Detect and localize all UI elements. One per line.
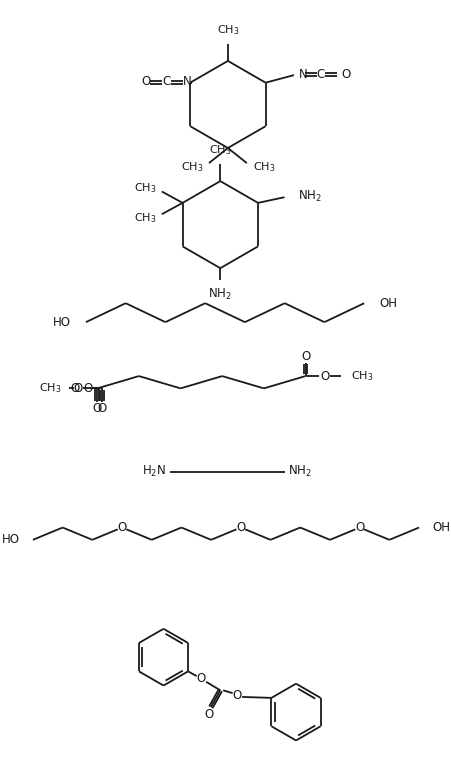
Text: CH$_3$: CH$_3$ [252, 160, 274, 174]
Text: O: O [196, 672, 206, 685]
Text: O: O [74, 382, 83, 395]
Text: O: O [92, 402, 101, 415]
Text: O: O [117, 521, 126, 534]
Text: CH$_3$: CH$_3$ [180, 160, 203, 174]
Text: O: O [354, 521, 364, 534]
Text: O: O [204, 709, 213, 721]
Text: NH$_2$: NH$_2$ [208, 287, 232, 302]
Text: CH$_3$: CH$_3$ [216, 23, 239, 37]
Text: CH$_3$: CH$_3$ [350, 369, 373, 383]
Text: NH$_2$: NH$_2$ [288, 464, 312, 479]
Text: C: C [162, 75, 170, 89]
Text: CH$_3$: CH$_3$ [133, 211, 156, 225]
Text: OH: OH [378, 297, 396, 310]
Text: NH$_2$: NH$_2$ [297, 189, 321, 204]
Text: O: O [341, 68, 350, 81]
Text: O: O [232, 688, 241, 702]
Text: O: O [70, 382, 79, 395]
Text: CH$_3$: CH$_3$ [133, 181, 156, 194]
Text: N: N [183, 75, 191, 89]
Text: HO: HO [53, 315, 71, 329]
Text: HO: HO [2, 533, 20, 546]
Text: O: O [300, 350, 309, 363]
Text: O: O [83, 382, 92, 395]
Text: OH: OH [431, 521, 449, 534]
Text: CH$_3$: CH$_3$ [39, 382, 61, 395]
Text: N: N [298, 68, 307, 81]
Text: H$_2$N: H$_2$N [142, 464, 166, 479]
Text: O: O [320, 370, 329, 382]
Text: CH$_3$: CH$_3$ [209, 144, 231, 158]
Text: O: O [236, 521, 245, 534]
Text: O: O [141, 75, 150, 89]
Text: O: O [97, 402, 106, 415]
Text: C: C [316, 68, 324, 81]
